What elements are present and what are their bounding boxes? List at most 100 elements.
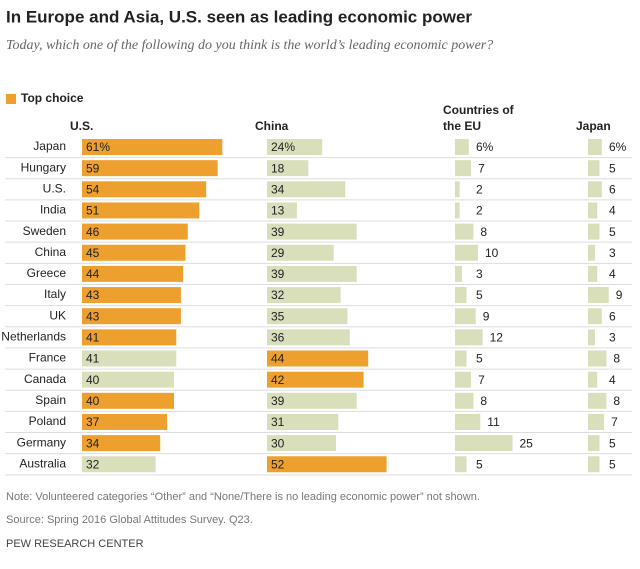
column-header-text: Countries of the EU bbox=[443, 103, 514, 133]
value-label: 32 bbox=[271, 288, 285, 302]
bar bbox=[455, 308, 476, 325]
bar bbox=[455, 392, 474, 409]
bar bbox=[82, 308, 181, 325]
value-label: 43 bbox=[86, 288, 100, 302]
value-label: 46 bbox=[86, 225, 100, 239]
value-label: 4 bbox=[609, 204, 616, 218]
bar bbox=[588, 244, 595, 261]
value-label: 51 bbox=[86, 204, 100, 218]
legend-label: Top choice bbox=[21, 91, 84, 105]
bar bbox=[82, 287, 181, 304]
value-label: 45 bbox=[86, 246, 100, 260]
bar bbox=[588, 413, 605, 430]
value-label: 9 bbox=[616, 288, 623, 302]
bar bbox=[455, 287, 467, 304]
bar bbox=[82, 371, 174, 388]
value-label: 35 bbox=[271, 309, 285, 323]
value-label: 5 bbox=[609, 225, 616, 239]
value-label: 10 bbox=[485, 246, 499, 260]
value-label: 25 bbox=[520, 436, 534, 450]
value-label: 12 bbox=[490, 331, 504, 345]
bar bbox=[588, 287, 609, 304]
value-label: 42 bbox=[271, 373, 285, 387]
row-label: India bbox=[40, 203, 66, 217]
credit: PEW RESEARCH CENTER bbox=[6, 538, 144, 550]
bar bbox=[82, 244, 186, 261]
bar bbox=[455, 435, 513, 452]
row-label: Germany bbox=[17, 435, 66, 449]
bar bbox=[267, 202, 297, 219]
bar bbox=[82, 413, 168, 430]
bar bbox=[82, 329, 177, 346]
bar bbox=[82, 435, 161, 452]
bar bbox=[588, 435, 600, 452]
value-label: 34 bbox=[86, 436, 100, 450]
bar bbox=[588, 139, 602, 155]
bar bbox=[267, 392, 357, 409]
row-label: Poland bbox=[29, 414, 66, 428]
value-label: 5 bbox=[476, 352, 483, 366]
bar bbox=[455, 139, 469, 155]
row-label: UK bbox=[49, 308, 66, 322]
bar bbox=[455, 456, 467, 473]
column-header: Countries of the EU bbox=[443, 103, 514, 133]
value-label: 7 bbox=[478, 161, 485, 175]
value-label: 36 bbox=[271, 331, 285, 345]
bar bbox=[588, 329, 595, 346]
value-label: 43 bbox=[86, 309, 100, 323]
bar bbox=[588, 371, 598, 388]
value-label: 11 bbox=[487, 415, 500, 429]
row-label: Hungary bbox=[21, 160, 66, 174]
value-label: 8 bbox=[613, 394, 620, 408]
bar bbox=[455, 371, 472, 388]
bar bbox=[455, 160, 472, 177]
value-label: 9 bbox=[483, 309, 490, 323]
bar bbox=[267, 244, 334, 261]
bar bbox=[455, 329, 483, 346]
row-label: Greece bbox=[27, 266, 67, 280]
bar bbox=[588, 456, 600, 473]
value-label: 41 bbox=[86, 331, 100, 345]
value-label: 41 bbox=[86, 352, 100, 366]
row-label: Sweden bbox=[23, 224, 66, 238]
bar bbox=[267, 287, 341, 304]
row-label: Italy bbox=[44, 287, 66, 301]
chart-title: In Europe and Asia, U.S. seen as leading… bbox=[6, 7, 472, 26]
value-label: 8 bbox=[480, 225, 487, 239]
bar bbox=[267, 329, 350, 346]
value-label: 3 bbox=[609, 246, 616, 260]
value-label: 6% bbox=[609, 140, 627, 154]
row-label: Spain bbox=[35, 393, 66, 407]
bar bbox=[82, 392, 174, 409]
column-header-text: Japan bbox=[576, 119, 611, 133]
bar bbox=[455, 265, 462, 282]
value-label: 29 bbox=[271, 246, 285, 260]
bar bbox=[588, 392, 607, 409]
value-label: 61% bbox=[86, 140, 110, 154]
bar bbox=[267, 160, 309, 177]
bar bbox=[267, 350, 369, 367]
value-label: 7 bbox=[611, 415, 618, 429]
row-label: Japan bbox=[33, 139, 66, 153]
value-label: 3 bbox=[476, 267, 483, 281]
bar bbox=[588, 181, 602, 198]
bar bbox=[588, 202, 598, 219]
bar bbox=[267, 456, 387, 473]
bar bbox=[455, 350, 467, 367]
value-label: 31 bbox=[271, 415, 285, 429]
value-label: 2 bbox=[476, 182, 483, 196]
value-label: 5 bbox=[609, 161, 616, 175]
bar bbox=[267, 223, 357, 240]
bar bbox=[267, 413, 339, 430]
bar bbox=[82, 265, 184, 282]
bar bbox=[455, 244, 478, 261]
value-label: 18 bbox=[271, 161, 285, 175]
bar bbox=[588, 160, 600, 177]
row-label: Australia bbox=[19, 456, 66, 470]
bar bbox=[82, 223, 188, 240]
value-label: 5 bbox=[476, 288, 483, 302]
value-label: 37 bbox=[86, 415, 100, 429]
column-header: Japan bbox=[576, 119, 611, 133]
value-label: 39 bbox=[271, 394, 285, 408]
value-label: 8 bbox=[480, 394, 487, 408]
